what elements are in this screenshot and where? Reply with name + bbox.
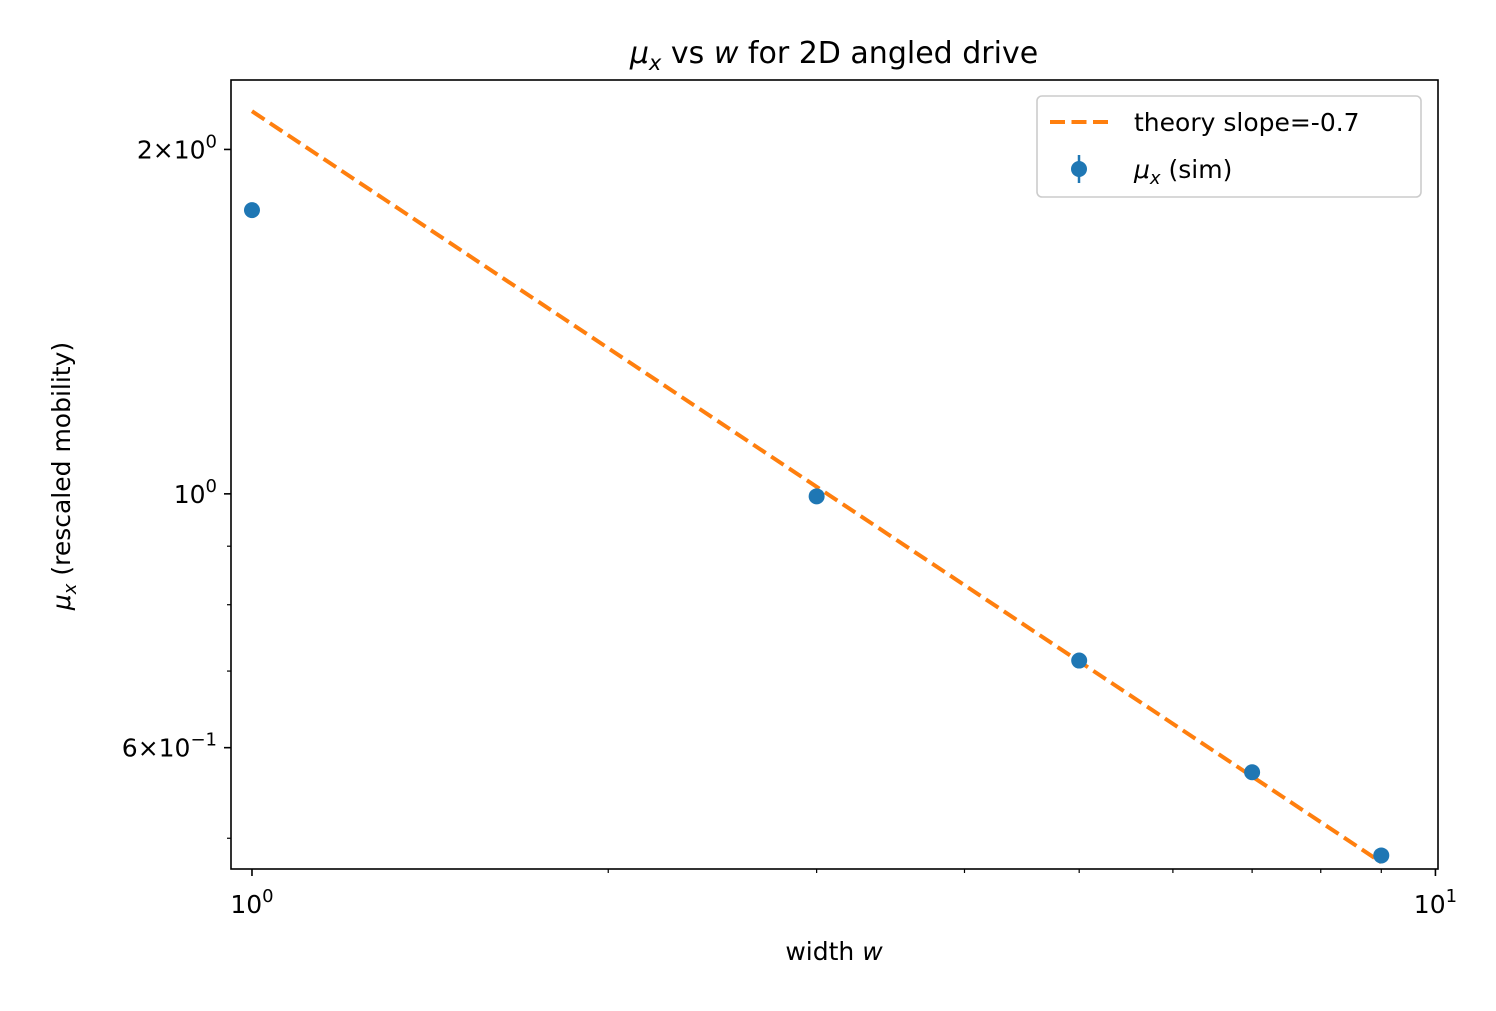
legend-frame <box>1036 95 1422 198</box>
y-tick-label: 6×10−1 <box>122 730 217 763</box>
ticks-layer: 100 101 6×10−1 100 2×100 <box>122 131 1457 919</box>
legend-sim-marker <box>1071 161 1087 177</box>
sim-data-point <box>1373 847 1390 864</box>
y-tick-label: 100 <box>174 476 217 509</box>
x-axis-label: width w <box>785 937 883 966</box>
sim-data-point <box>1244 764 1261 781</box>
sim-data-point <box>1071 652 1088 669</box>
legend-theory-label: theory slope=-0.7 <box>1134 108 1360 137</box>
sim-data-point <box>243 202 260 219</box>
legend: theory slope=-0.7 μx (sim) <box>1036 95 1422 198</box>
x-tick-label: 100 <box>230 886 273 919</box>
y-tick-label: 2×100 <box>137 131 217 164</box>
theory-line <box>250 109 1383 865</box>
plot-layer <box>243 109 1390 865</box>
chart-title: μx vs w for 2D angled drive <box>629 36 1038 75</box>
legend-sim-label: μx (sim) <box>1133 155 1232 189</box>
plot-frame <box>230 79 1439 870</box>
y-axis-label: μx (rescaled mobility) <box>47 342 81 611</box>
x-tick-label: 101 <box>1414 886 1457 919</box>
sim-data-point <box>808 488 825 505</box>
